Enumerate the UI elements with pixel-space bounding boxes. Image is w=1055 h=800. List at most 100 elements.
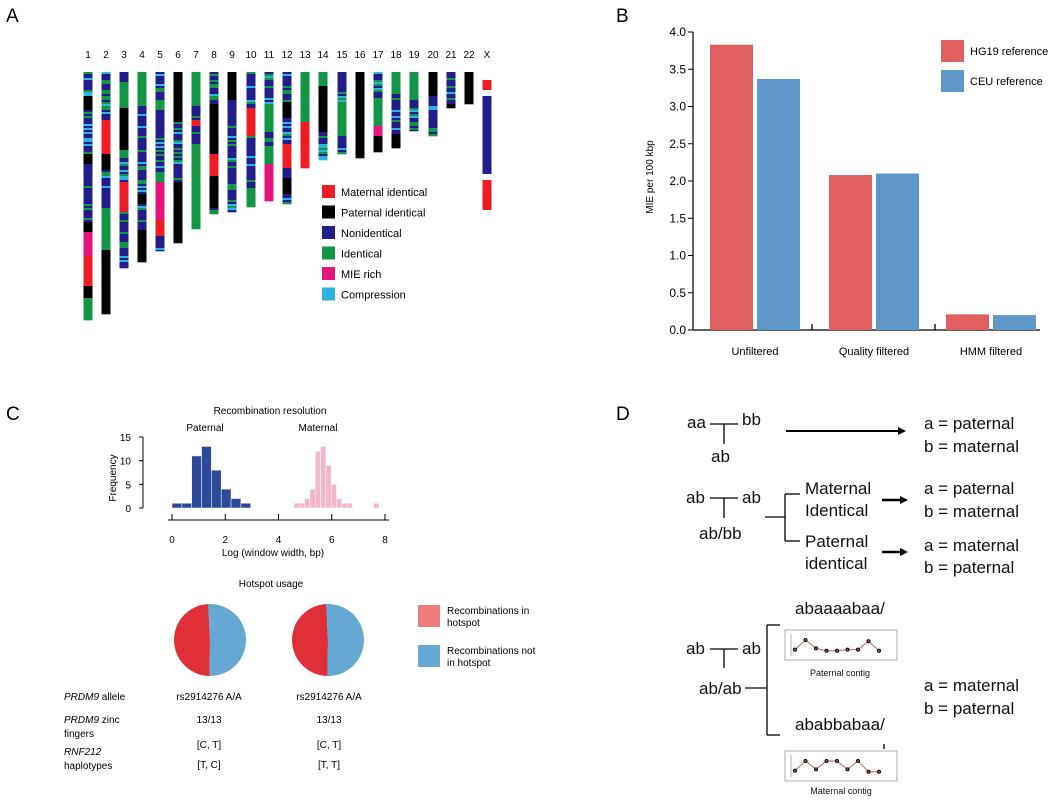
chromosome-segment xyxy=(119,234,129,237)
chromosome-segment xyxy=(83,142,93,145)
chromosome-segment xyxy=(428,88,438,91)
row2-arrow2-head xyxy=(900,548,908,556)
chromosome-segment xyxy=(173,116,183,119)
chromosome-segment xyxy=(119,200,129,203)
chromosome-segment xyxy=(300,120,310,123)
chromosome-segment xyxy=(246,108,256,111)
chromosome-segment xyxy=(83,94,93,97)
chromosome-segment xyxy=(155,110,165,113)
chromosome-segment xyxy=(101,162,111,165)
maternal-contig-point xyxy=(845,767,850,772)
chromosome-segment xyxy=(428,126,438,129)
chromosome-segment xyxy=(155,228,165,231)
chromosome-segment xyxy=(428,106,438,109)
chromosome-segment xyxy=(191,86,201,89)
chromosome-segment xyxy=(300,114,310,117)
chromosome-segment xyxy=(246,206,256,208)
chromosome-segment xyxy=(300,130,310,133)
chromosome-segment xyxy=(409,76,419,79)
chromosome-segment xyxy=(119,230,129,233)
chromosome-segment xyxy=(355,104,365,107)
chromosome-segment xyxy=(373,88,383,91)
chromosome-segment xyxy=(246,132,256,135)
chromosome-segment xyxy=(428,114,438,117)
chromosome-segment xyxy=(191,148,201,151)
chromosome-segment xyxy=(101,302,111,305)
chromosome-segment xyxy=(318,92,328,95)
chromosome-segment xyxy=(209,92,219,95)
chromosome-segment xyxy=(337,152,347,155)
chromosome-segment xyxy=(155,246,165,249)
chromosome-segment xyxy=(137,134,147,137)
chromosome-segment xyxy=(373,106,383,109)
chromosome-segment xyxy=(83,200,93,203)
chromosome-segment xyxy=(282,186,292,189)
row2-parent1: ab xyxy=(686,488,705,507)
chromosome-segment xyxy=(119,240,129,243)
chromosome-segment xyxy=(83,298,93,301)
chromosome-segment xyxy=(83,260,93,263)
legend-swatch-hotspot xyxy=(418,605,440,627)
chromosome-segment xyxy=(101,128,111,131)
chromosome-segment xyxy=(355,94,365,97)
chromosome-segment xyxy=(173,150,183,153)
chromosome-segment xyxy=(137,248,147,251)
chromosome-segment xyxy=(101,124,111,127)
chromosome-segment xyxy=(83,280,93,283)
chromosome-segment xyxy=(155,242,165,245)
chromosome-segment xyxy=(246,200,256,203)
paternal-contig-plot xyxy=(784,629,898,661)
chromosome-segment xyxy=(246,154,256,157)
chromosome-label: 17 xyxy=(372,50,384,61)
chromosome-segment xyxy=(191,110,201,113)
chromosome-segment xyxy=(155,218,165,221)
chromosome-x-segment xyxy=(482,180,492,210)
legend-not-hotspot-line1: Recombinations not xyxy=(447,646,536,657)
chromosome-segment xyxy=(227,124,237,127)
chromosome-segment xyxy=(409,118,419,121)
chromosome-segment xyxy=(101,272,111,275)
rnf212-paternal-2: [T, C] xyxy=(197,760,221,771)
chromosome-segment xyxy=(137,94,147,97)
chromosome-segment xyxy=(155,244,165,247)
chromosome-segment xyxy=(155,106,165,109)
chromosome-segment xyxy=(264,174,274,177)
chromosome-segment xyxy=(101,196,111,199)
chromosome-segment xyxy=(246,194,256,197)
chromosome-segment xyxy=(191,74,201,77)
chromosome-segment xyxy=(209,148,219,151)
chromosome-segment xyxy=(119,128,129,131)
chromosome-segment xyxy=(246,192,256,195)
histogram-bar-paternal xyxy=(191,455,202,509)
chromosome-segment xyxy=(227,76,237,79)
chromosome-segment xyxy=(282,140,292,143)
chromosome-segment xyxy=(209,186,219,189)
chromosome-segment xyxy=(246,110,256,113)
chromosome-segment xyxy=(318,130,328,133)
chromosome-segment xyxy=(119,110,129,113)
chromosome-segment xyxy=(101,104,111,107)
chromosome-segment xyxy=(428,74,438,77)
chromosome-segment xyxy=(246,176,256,179)
chromosome-segment xyxy=(264,88,274,91)
chromosome-segment xyxy=(101,310,111,313)
chromosome-segment xyxy=(227,122,237,125)
chromosome-segment xyxy=(355,76,365,79)
chromosome-segment xyxy=(264,176,274,179)
chromosome-segment xyxy=(409,84,419,87)
chromosome-segment xyxy=(337,110,347,113)
chromosome-segment xyxy=(355,118,365,121)
chromosome-segment xyxy=(409,122,419,125)
chromosome-segment xyxy=(119,184,129,187)
chromosome-segment xyxy=(173,210,183,213)
chromosome-segment xyxy=(101,174,111,177)
chromosome-segment xyxy=(119,146,129,149)
chromosome-segment xyxy=(209,180,219,183)
chromosome-segment xyxy=(227,200,237,203)
chromosome-segment xyxy=(355,92,365,95)
chromosome-segment xyxy=(173,238,183,241)
chromosome-segment xyxy=(119,96,129,99)
chromosome-segment xyxy=(119,112,129,115)
chromosome-segment xyxy=(282,74,292,77)
